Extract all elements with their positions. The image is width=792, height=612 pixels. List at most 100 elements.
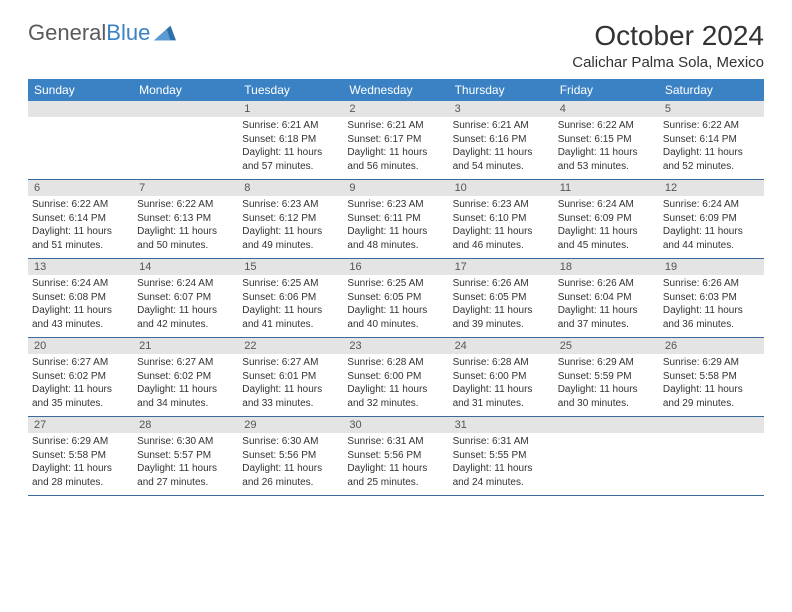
day-number: 11: [554, 180, 659, 196]
calendar-day-cell: 23Sunrise: 6:28 AMSunset: 6:00 PMDayligh…: [343, 338, 448, 417]
day-body: Sunrise: 6:25 AMSunset: 6:05 PMDaylight:…: [343, 275, 448, 337]
title-block: October 2024 Calichar Palma Sola, Mexico: [572, 20, 764, 71]
day-body: Sunrise: 6:30 AMSunset: 5:56 PMDaylight:…: [238, 433, 343, 495]
sunset-text: Sunset: 6:02 PM: [32, 370, 129, 384]
day-number: 19: [659, 259, 764, 275]
daylight-text: Daylight: 11 hours and 41 minutes.: [242, 304, 339, 331]
day-body: Sunrise: 6:22 AMSunset: 6:14 PMDaylight:…: [28, 196, 133, 258]
weekday-header: Sunday: [28, 79, 133, 101]
sunrise-text: Sunrise: 6:22 AM: [32, 198, 129, 212]
day-body: Sunrise: 6:26 AMSunset: 6:03 PMDaylight:…: [659, 275, 764, 337]
sunset-text: Sunset: 6:09 PM: [558, 212, 655, 226]
calendar-day-cell: 19Sunrise: 6:26 AMSunset: 6:03 PMDayligh…: [659, 259, 764, 338]
month-title: October 2024: [572, 20, 764, 52]
daylight-text: Daylight: 11 hours and 28 minutes.: [32, 462, 129, 489]
day-body: Sunrise: 6:26 AMSunset: 6:05 PMDaylight:…: [449, 275, 554, 337]
day-body: Sunrise: 6:24 AMSunset: 6:09 PMDaylight:…: [554, 196, 659, 258]
calendar-day-cell: 6Sunrise: 6:22 AMSunset: 6:14 PMDaylight…: [28, 180, 133, 259]
sunrise-text: Sunrise: 6:26 AM: [453, 277, 550, 291]
day-number: 24: [449, 338, 554, 354]
sunset-text: Sunset: 5:58 PM: [32, 449, 129, 463]
day-body: Sunrise: 6:22 AMSunset: 6:13 PMDaylight:…: [133, 196, 238, 258]
daylight-text: Daylight: 11 hours and 34 minutes.: [137, 383, 234, 410]
daylight-text: Daylight: 11 hours and 37 minutes.: [558, 304, 655, 331]
day-number: 22: [238, 338, 343, 354]
daylight-text: Daylight: 11 hours and 40 minutes.: [347, 304, 444, 331]
day-number: 20: [28, 338, 133, 354]
sunset-text: Sunset: 5:55 PM: [453, 449, 550, 463]
daylight-text: Daylight: 11 hours and 39 minutes.: [453, 304, 550, 331]
sunset-text: Sunset: 6:05 PM: [347, 291, 444, 305]
day-number: 30: [343, 417, 448, 433]
sunrise-text: Sunrise: 6:22 AM: [137, 198, 234, 212]
calendar-day-cell: 30Sunrise: 6:31 AMSunset: 5:56 PMDayligh…: [343, 417, 448, 496]
sunset-text: Sunset: 6:02 PM: [137, 370, 234, 384]
calendar-day-cell: 17Sunrise: 6:26 AMSunset: 6:05 PMDayligh…: [449, 259, 554, 338]
sunset-text: Sunset: 6:03 PM: [663, 291, 760, 305]
sunset-text: Sunset: 6:18 PM: [242, 133, 339, 147]
calendar-week-row: 20Sunrise: 6:27 AMSunset: 6:02 PMDayligh…: [28, 338, 764, 417]
daylight-text: Daylight: 11 hours and 56 minutes.: [347, 146, 444, 173]
brand-text: GeneralBlue: [28, 20, 150, 46]
calendar-day-cell: 24Sunrise: 6:28 AMSunset: 6:00 PMDayligh…: [449, 338, 554, 417]
sunrise-text: Sunrise: 6:26 AM: [663, 277, 760, 291]
day-body: Sunrise: 6:29 AMSunset: 5:58 PMDaylight:…: [659, 354, 764, 416]
weekday-header: Saturday: [659, 79, 764, 101]
brand-part2: Blue: [106, 20, 150, 45]
day-body: [659, 433, 764, 491]
sunrise-text: Sunrise: 6:23 AM: [242, 198, 339, 212]
calendar-day-cell: 4Sunrise: 6:22 AMSunset: 6:15 PMDaylight…: [554, 101, 659, 180]
day-body: Sunrise: 6:21 AMSunset: 6:16 PMDaylight:…: [449, 117, 554, 179]
sunrise-text: Sunrise: 6:29 AM: [663, 356, 760, 370]
sunrise-text: Sunrise: 6:30 AM: [242, 435, 339, 449]
sunset-text: Sunset: 6:10 PM: [453, 212, 550, 226]
sunrise-text: Sunrise: 6:23 AM: [453, 198, 550, 212]
daylight-text: Daylight: 11 hours and 30 minutes.: [558, 383, 655, 410]
day-number: 4: [554, 101, 659, 117]
calendar-day-cell: 26Sunrise: 6:29 AMSunset: 5:58 PMDayligh…: [659, 338, 764, 417]
day-body: Sunrise: 6:29 AMSunset: 5:59 PMDaylight:…: [554, 354, 659, 416]
daylight-text: Daylight: 11 hours and 24 minutes.: [453, 462, 550, 489]
day-number: 6: [28, 180, 133, 196]
day-number: 15: [238, 259, 343, 275]
day-number: 26: [659, 338, 764, 354]
day-body: Sunrise: 6:30 AMSunset: 5:57 PMDaylight:…: [133, 433, 238, 495]
day-body: Sunrise: 6:28 AMSunset: 6:00 PMDaylight:…: [343, 354, 448, 416]
calendar-week-row: 1Sunrise: 6:21 AMSunset: 6:18 PMDaylight…: [28, 101, 764, 180]
day-number: [133, 101, 238, 117]
sunset-text: Sunset: 6:14 PM: [663, 133, 760, 147]
sunrise-text: Sunrise: 6:27 AM: [32, 356, 129, 370]
weekday-row: Sunday Monday Tuesday Wednesday Thursday…: [28, 79, 764, 101]
sunset-text: Sunset: 6:07 PM: [137, 291, 234, 305]
calendar-page: GeneralBlue October 2024 Calichar Palma …: [0, 0, 792, 516]
calendar-day-cell: 12Sunrise: 6:24 AMSunset: 6:09 PMDayligh…: [659, 180, 764, 259]
weekday-header: Wednesday: [343, 79, 448, 101]
calendar-day-cell: 31Sunrise: 6:31 AMSunset: 5:55 PMDayligh…: [449, 417, 554, 496]
sunset-text: Sunset: 5:58 PM: [663, 370, 760, 384]
daylight-text: Daylight: 11 hours and 29 minutes.: [663, 383, 760, 410]
sunrise-text: Sunrise: 6:27 AM: [242, 356, 339, 370]
sunset-text: Sunset: 6:00 PM: [347, 370, 444, 384]
day-number: [554, 417, 659, 433]
calendar-day-cell: [28, 101, 133, 180]
calendar-week-row: 27Sunrise: 6:29 AMSunset: 5:58 PMDayligh…: [28, 417, 764, 496]
sunrise-text: Sunrise: 6:29 AM: [32, 435, 129, 449]
sunrise-text: Sunrise: 6:29 AM: [558, 356, 655, 370]
sunset-text: Sunset: 6:05 PM: [453, 291, 550, 305]
day-body: Sunrise: 6:24 AMSunset: 6:08 PMDaylight:…: [28, 275, 133, 337]
weekday-header: Monday: [133, 79, 238, 101]
day-number: 3: [449, 101, 554, 117]
daylight-text: Daylight: 11 hours and 48 minutes.: [347, 225, 444, 252]
sunset-text: Sunset: 6:15 PM: [558, 133, 655, 147]
header: GeneralBlue October 2024 Calichar Palma …: [28, 20, 764, 71]
sunset-text: Sunset: 6:00 PM: [453, 370, 550, 384]
sunset-text: Sunset: 5:57 PM: [137, 449, 234, 463]
day-body: Sunrise: 6:22 AMSunset: 6:15 PMDaylight:…: [554, 117, 659, 179]
day-number: 14: [133, 259, 238, 275]
day-body: Sunrise: 6:21 AMSunset: 6:17 PMDaylight:…: [343, 117, 448, 179]
sunrise-text: Sunrise: 6:24 AM: [32, 277, 129, 291]
day-number: 31: [449, 417, 554, 433]
sunset-text: Sunset: 6:16 PM: [453, 133, 550, 147]
daylight-text: Daylight: 11 hours and 50 minutes.: [137, 225, 234, 252]
day-body: Sunrise: 6:25 AMSunset: 6:06 PMDaylight:…: [238, 275, 343, 337]
